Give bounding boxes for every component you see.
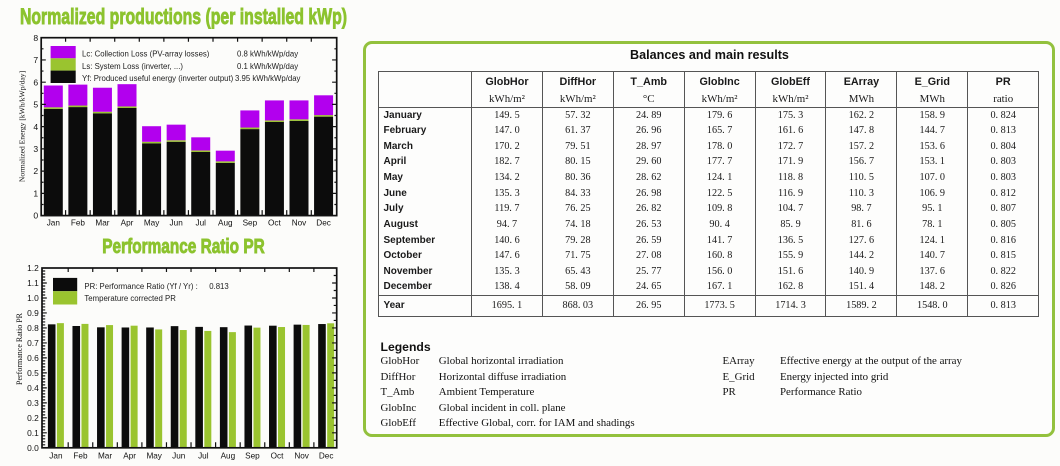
svg-text:0.4: 0.4 (27, 383, 39, 393)
svg-text:Jul: Jul (198, 451, 209, 460)
svg-text:Performance Ratio PR: Performance Ratio PR (15, 312, 24, 385)
svg-text:Mar: Mar (95, 219, 109, 228)
svg-text:8: 8 (33, 33, 38, 43)
svg-text:1.1: 1.1 (27, 278, 39, 288)
svg-text:Aug: Aug (221, 451, 236, 460)
svg-text:Aug: Aug (218, 219, 233, 228)
svg-text:0.6: 0.6 (27, 353, 39, 363)
svg-text:Normalized Energy [kWh/kWp/day: Normalized Energy [kWh/kWp/day] (18, 71, 27, 182)
svg-text:Jul: Jul (195, 219, 206, 228)
svg-text:Normalized productions (per in: Normalized productions (per installed kW… (20, 6, 347, 30)
svg-text:Oct: Oct (268, 219, 281, 228)
svg-text:Jan: Jan (49, 451, 63, 460)
svg-text:PR: Performance Ratio (Yf / Yr: PR: Performance Ratio (Yf / Yr) : (84, 282, 197, 291)
svg-text:1.0: 1.0 (27, 293, 39, 303)
svg-text:Jun: Jun (172, 451, 186, 460)
svg-text:0.5: 0.5 (27, 368, 39, 378)
svg-text:0: 0 (33, 211, 38, 221)
svg-text:May: May (144, 219, 160, 228)
svg-text:Jun: Jun (170, 219, 184, 228)
svg-text:0.2: 0.2 (27, 413, 39, 423)
svg-text:4: 4 (33, 122, 38, 132)
svg-text:May: May (146, 451, 162, 460)
svg-text:Yf: Produced useful energy (i: Yf: Produced useful energy (inverter out… (82, 74, 234, 83)
svg-text:0.1 kWh/kWp/day: 0.1 kWh/kWp/day (237, 62, 298, 71)
svg-text:Performance Ratio PR: Performance Ratio PR (102, 235, 264, 258)
svg-text:Dec: Dec (319, 451, 334, 460)
svg-text:Nov: Nov (294, 451, 309, 460)
svg-text:3.95 kWh/kWp/day: 3.95 kWh/kWp/day (235, 74, 301, 83)
svg-text:3: 3 (33, 144, 38, 154)
svg-text:Feb: Feb (73, 451, 88, 460)
svg-text:0.9: 0.9 (27, 308, 39, 318)
svg-text:Lc: Collection Loss (PV-array: Lc: Collection Loss (PV-array losses) (82, 50, 210, 59)
svg-text:7: 7 (33, 55, 38, 65)
svg-text:6: 6 (33, 77, 38, 87)
svg-text:1: 1 (33, 188, 38, 198)
svg-text:0.813: 0.813 (209, 282, 229, 291)
svg-text:0.7: 0.7 (27, 338, 39, 348)
svg-text:2: 2 (33, 166, 38, 176)
svg-text:Temperature corrected PR: Temperature corrected PR (84, 294, 176, 303)
svg-text:0.0: 0.0 (27, 443, 39, 453)
svg-text:Ls: System Loss (inverter, ..: Ls: System Loss (inverter, ...) (82, 62, 183, 71)
svg-text:Sep: Sep (243, 219, 258, 228)
svg-text:0.3: 0.3 (27, 398, 39, 408)
svg-text:Oct: Oct (271, 451, 284, 460)
svg-text:Dec: Dec (316, 219, 331, 228)
svg-text:Mar: Mar (98, 451, 112, 460)
svg-text:0.8 kWh/kWp/day: 0.8 kWh/kWp/day (237, 50, 298, 59)
svg-text:1.2: 1.2 (27, 263, 39, 273)
svg-text:5: 5 (33, 100, 38, 110)
svg-text:Nov: Nov (292, 219, 307, 228)
svg-text:Apr: Apr (121, 219, 134, 228)
svg-text:0.1: 0.1 (27, 428, 39, 438)
svg-text:Jan: Jan (47, 219, 61, 228)
svg-text:0.8: 0.8 (27, 323, 39, 333)
svg-text:Apr: Apr (123, 451, 136, 460)
svg-text:Feb: Feb (71, 219, 86, 228)
svg-text:Sep: Sep (245, 451, 260, 460)
